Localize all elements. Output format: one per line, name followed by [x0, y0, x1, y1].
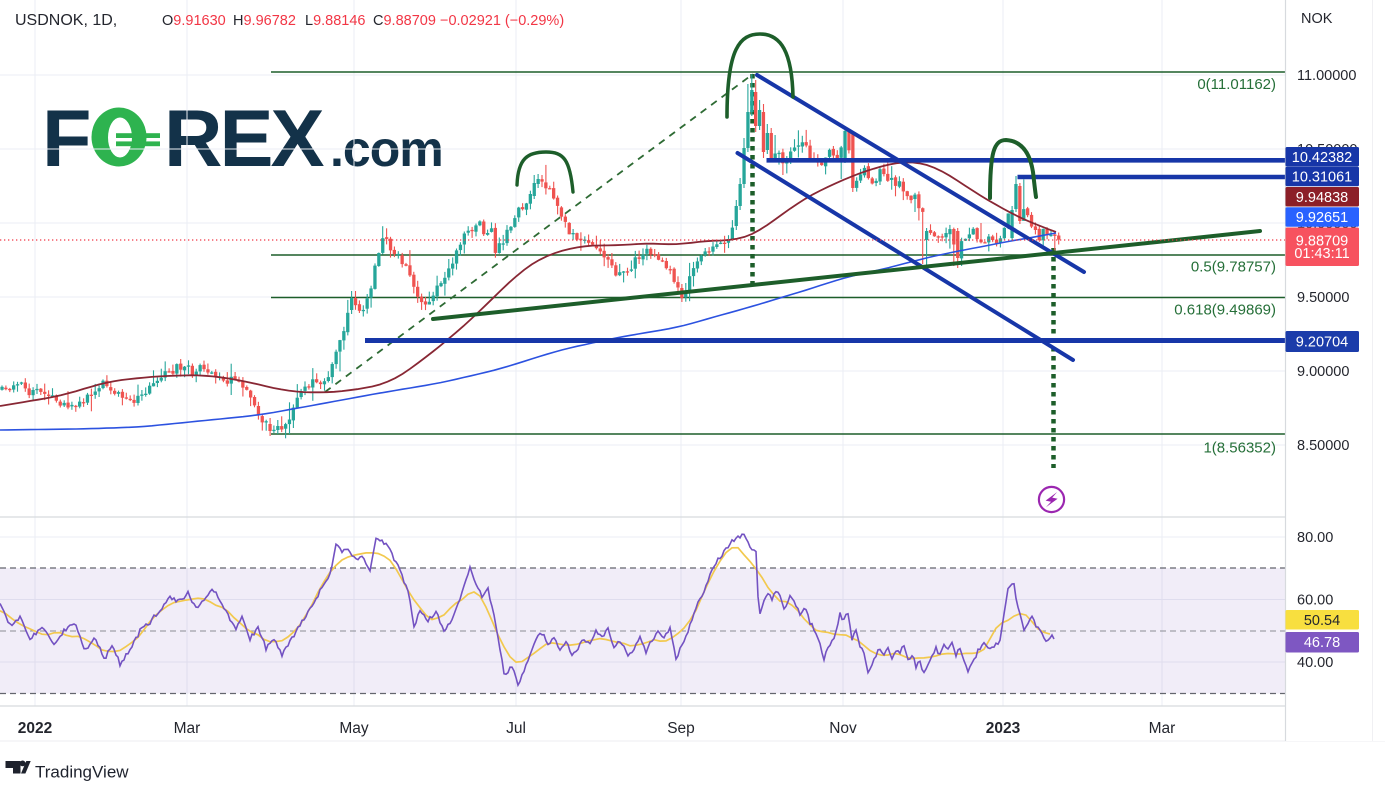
svg-text:40.00: 40.00	[1297, 655, 1333, 671]
svg-text:46.78: 46.78	[1304, 635, 1340, 651]
svg-text:9.92651: 9.92651	[1296, 210, 1348, 226]
svg-text:2022: 2022	[18, 720, 52, 737]
svg-text:2023: 2023	[986, 720, 1021, 737]
svg-text:11.00000: 11.00000	[1297, 68, 1356, 84]
svg-text:0.618(9.49869): 0.618(9.49869)	[1174, 302, 1276, 319]
svg-text:1(8.56352): 1(8.56352)	[1203, 440, 1276, 457]
svg-text:0(11.01162): 0(11.01162)	[1197, 76, 1276, 93]
svg-text:NOK: NOK	[1301, 11, 1333, 27]
svg-text:USDNOK, 1D,: USDNOK, 1D,	[15, 12, 117, 29]
svg-text:Sep: Sep	[667, 720, 695, 737]
svg-text:0.5(9.78757): 0.5(9.78757)	[1191, 259, 1276, 276]
svg-text:8.50000: 8.50000	[1297, 438, 1349, 454]
svg-text:9.94838: 9.94838	[1296, 190, 1348, 206]
svg-text:Mar: Mar	[1149, 720, 1176, 737]
svg-text:TradingView: TradingView	[35, 763, 129, 782]
svg-text:May: May	[339, 720, 369, 737]
svg-text:Jul: Jul	[506, 720, 526, 737]
svg-text:10.42382: 10.42382	[1292, 150, 1352, 166]
svg-text:9.20704: 9.20704	[1296, 335, 1348, 351]
svg-text:F: F	[42, 94, 89, 184]
svg-text:50.54: 50.54	[1304, 613, 1340, 629]
svg-text:O9.91630: O9.91630	[162, 13, 226, 29]
svg-text:REX: REX	[164, 94, 325, 184]
svg-text:10.31061: 10.31061	[1292, 170, 1352, 186]
svg-text:60.00: 60.00	[1297, 593, 1333, 609]
svg-text:C9.88709: C9.88709	[373, 13, 436, 29]
svg-text:80.00: 80.00	[1297, 530, 1333, 546]
svg-text:Nov: Nov	[829, 720, 857, 737]
svg-text:9.88709: 9.88709	[1296, 233, 1348, 249]
svg-text:H9.96782: H9.96782	[233, 13, 296, 29]
svg-text:01:43:11: 01:43:11	[1294, 246, 1349, 262]
svg-text:L9.88146: L9.88146	[305, 13, 366, 29]
svg-text:−0.02921 (−0.29%): −0.02921 (−0.29%)	[440, 13, 564, 29]
svg-text:Mar: Mar	[174, 720, 201, 737]
svg-text:9.50000: 9.50000	[1297, 290, 1349, 306]
svg-text:9.00000: 9.00000	[1297, 364, 1349, 380]
